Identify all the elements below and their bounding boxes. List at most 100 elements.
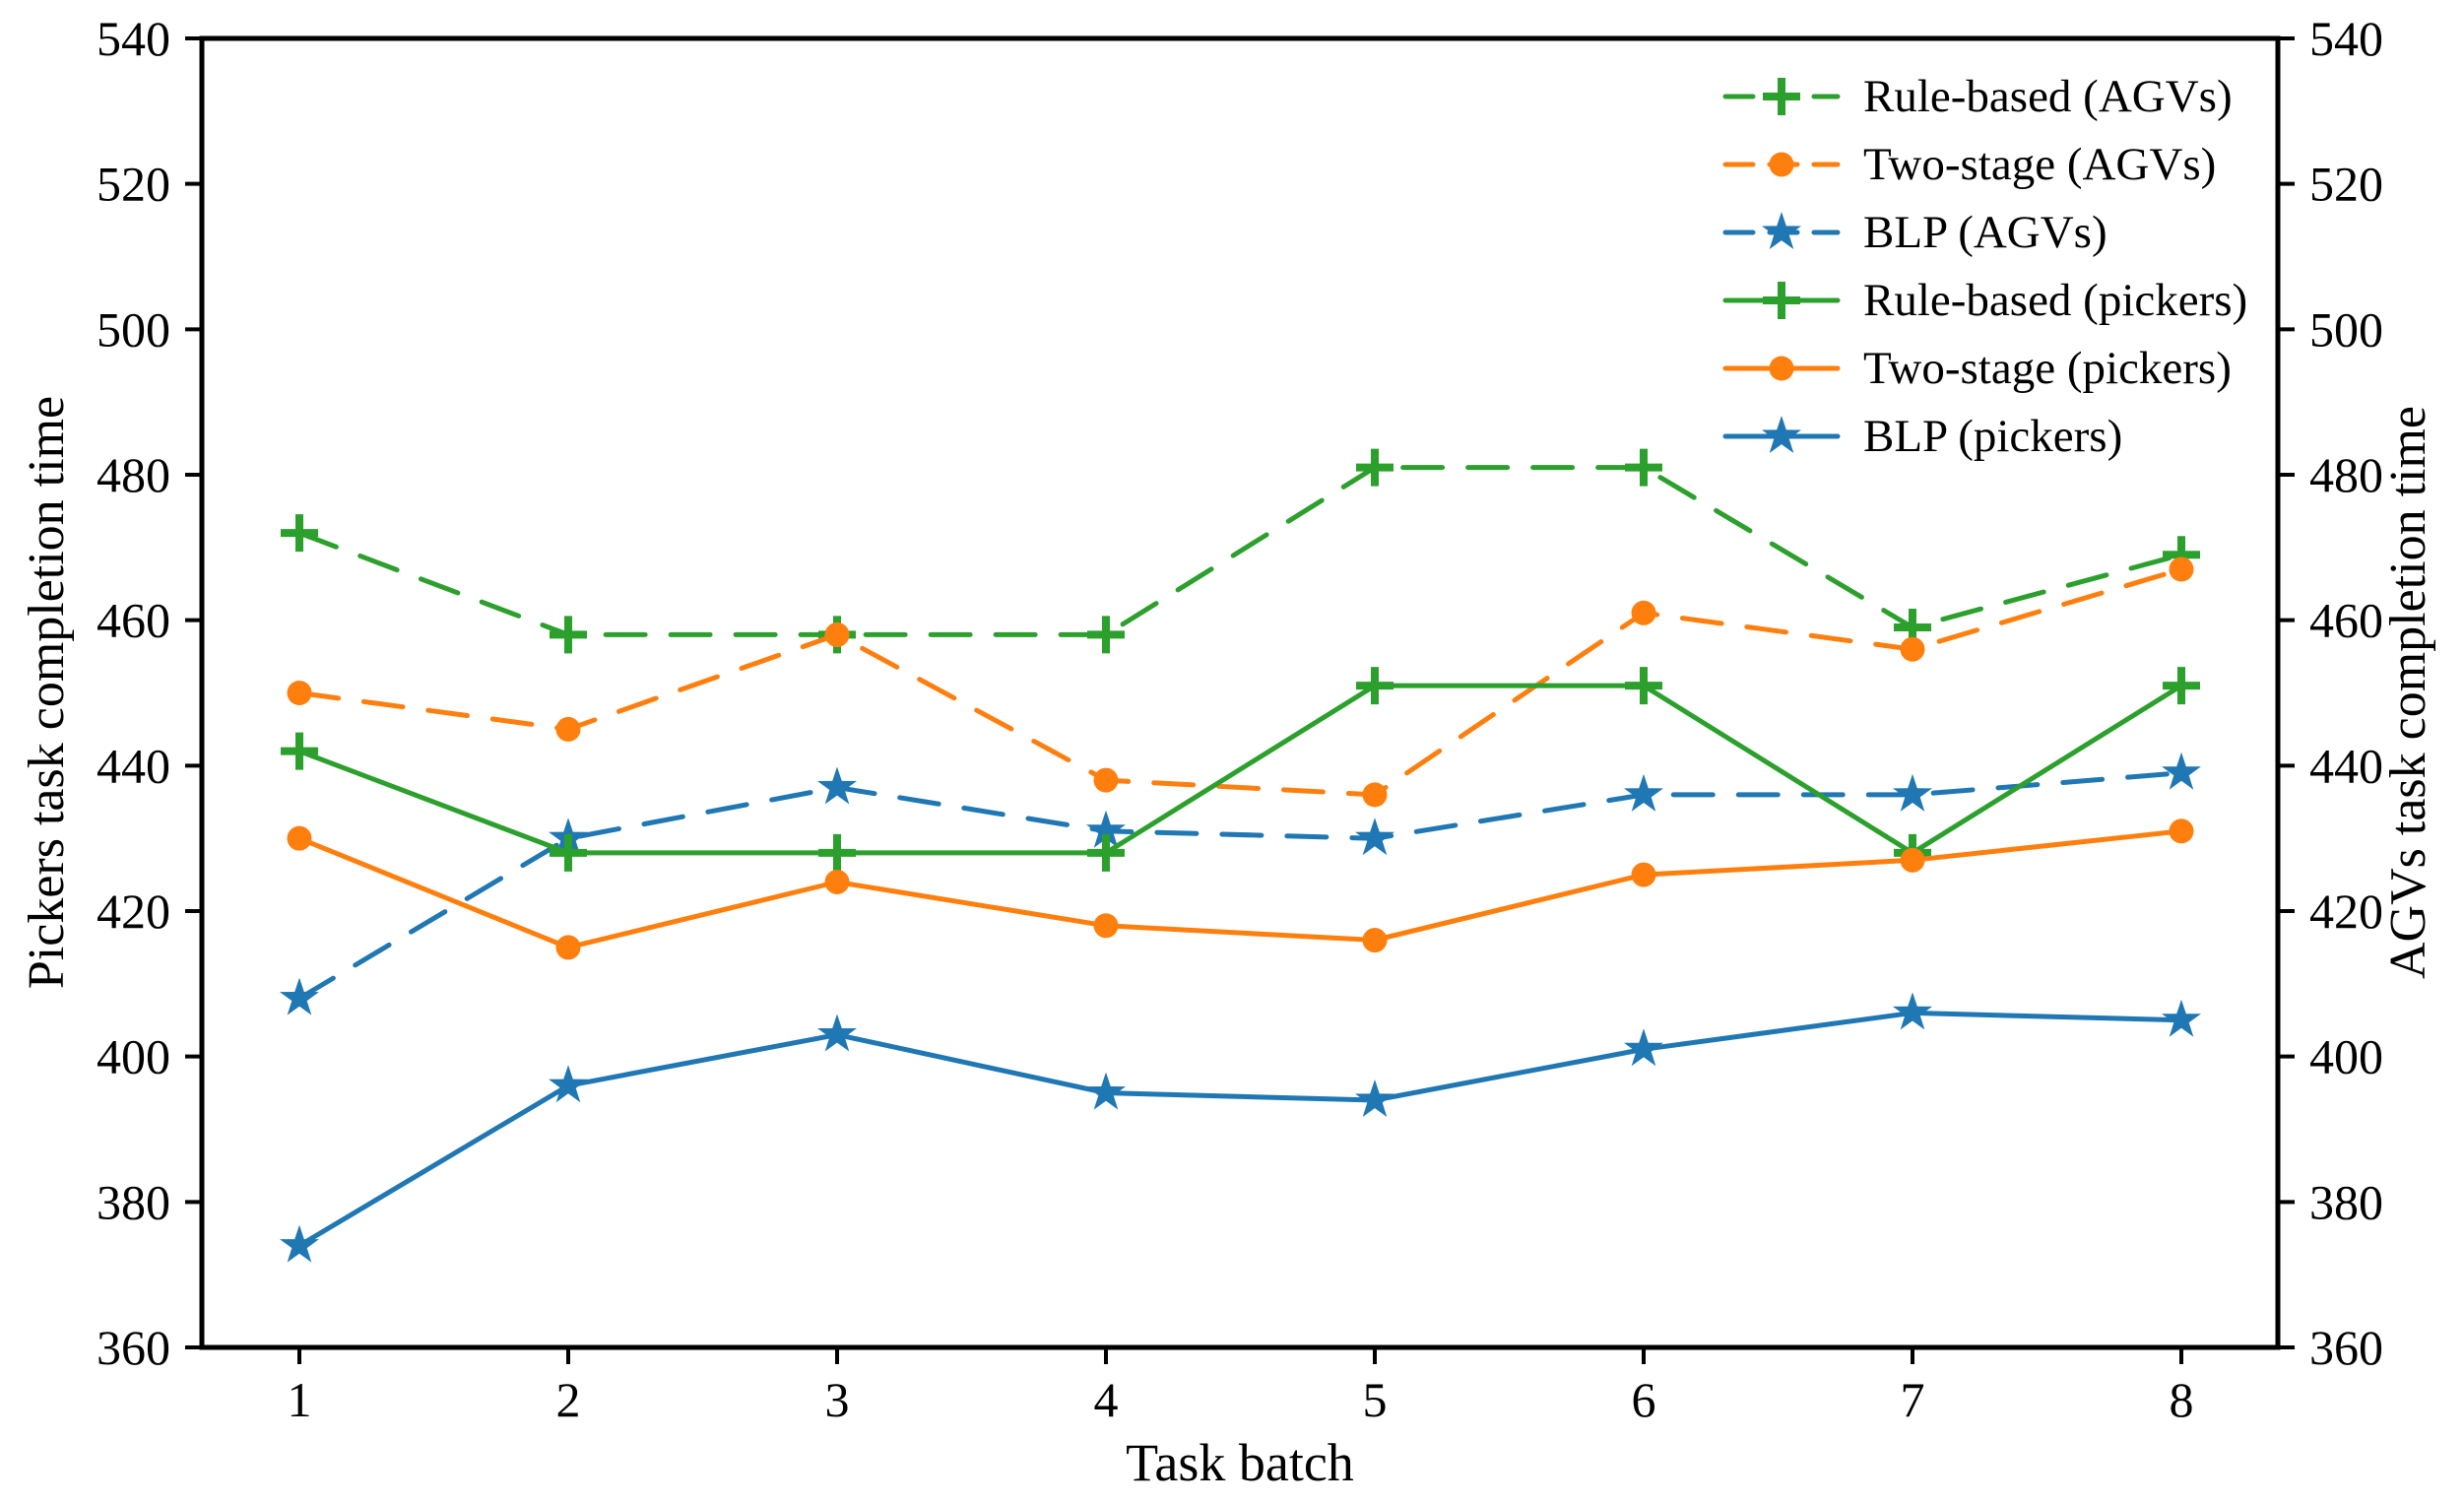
left-axis-title: Pickers task completion time [19, 396, 75, 989]
plot-area: 360 360 380 380 400 400 420 420 440 440 460 460 480 4… [97, 11, 2383, 1427]
circle-marker [1093, 913, 1119, 939]
x-tick-label: 6 [1632, 1372, 1656, 1427]
plus-marker [1763, 78, 1800, 115]
circle-marker [824, 869, 850, 894]
star-marker [817, 766, 857, 805]
circle-marker [1769, 152, 1794, 177]
right-y-tick-label: 480 [2309, 447, 2383, 502]
star-marker [549, 1065, 588, 1103]
right-y-tick-label: 540 [2309, 11, 2383, 66]
right-y-tick-label: 420 [2309, 883, 2383, 939]
series-rule-based-pickers- [281, 667, 2200, 872]
plus-marker [2163, 667, 2200, 705]
series-line [296, 828, 2184, 950]
plus-marker [281, 732, 318, 770]
legend-item: Rule-based (pickers) [1722, 275, 2247, 326]
series-line [296, 1010, 2184, 1249]
x-tick-label: 7 [1901, 1372, 1925, 1427]
circle-marker [824, 622, 850, 647]
circle-marker [2169, 818, 2194, 844]
series-line [296, 770, 2184, 1002]
circle-marker [1093, 767, 1119, 793]
legend-label: Rule-based (pickers) [1863, 275, 2247, 326]
star-marker [2162, 752, 2201, 790]
right-axis-title: AGVs task completion time [2380, 406, 2436, 979]
plus-marker [818, 833, 856, 872]
x-tick-label: 8 [2170, 1372, 2194, 1427]
series-blp-pickers- [280, 992, 2201, 1263]
star-marker [1086, 810, 1126, 848]
legend-item: BLP (AGVs) [1722, 207, 2107, 258]
right-y-tick-label: 380 [2309, 1174, 2383, 1229]
plus-marker [281, 514, 318, 553]
legend-item: Two-stage (pickers) [1722, 343, 2232, 394]
star-marker [1762, 416, 1801, 453]
plus-marker [1087, 833, 1125, 872]
circle-marker [555, 716, 581, 742]
circle-marker [1362, 928, 1388, 953]
plus-marker [1625, 448, 1662, 487]
star-marker [280, 1224, 319, 1263]
right-y-tick-label: 500 [2309, 301, 2383, 357]
right-y-tick-label: 440 [2309, 738, 2383, 793]
plus-marker [1356, 448, 1394, 487]
star-marker [1893, 773, 1932, 812]
circle-marker [1769, 356, 1794, 381]
x-tick-label: 2 [556, 1372, 581, 1427]
right-y-tick-label: 460 [2309, 593, 2383, 648]
x-tick-label: 3 [825, 1372, 850, 1427]
right-y-tick-label: 400 [2309, 1029, 2383, 1084]
left-y-tick-label: 380 [97, 1174, 170, 1229]
plus-marker [1763, 282, 1800, 319]
plus-marker [1356, 667, 1394, 705]
left-y-tick-label: 540 [97, 11, 170, 66]
legend-item: BLP (pickers) [1722, 411, 2122, 462]
left-y-tick-label: 400 [97, 1029, 170, 1084]
star-marker [1355, 818, 1394, 856]
legend-item: Two-stage (AGVs) [1722, 139, 2216, 190]
legend-label: BLP (AGVs) [1863, 207, 2107, 258]
legend-label: Two-stage (AGVs) [1863, 139, 2216, 190]
legend-item: Rule-based (AGVs) [1722, 71, 2233, 122]
left-y-tick-label: 480 [97, 447, 170, 502]
star-marker [1086, 1072, 1126, 1110]
circle-marker [1900, 636, 1925, 662]
series-line [296, 683, 2184, 856]
legend-label: BLP (pickers) [1863, 411, 2122, 462]
circle-marker [2169, 556, 2194, 582]
circle-marker [287, 825, 312, 851]
star-marker [1893, 992, 1932, 1030]
left-y-tick-label: 360 [97, 1320, 170, 1375]
circle-marker [555, 935, 581, 960]
star-marker [1762, 212, 1801, 249]
x-tick-label: 1 [288, 1372, 312, 1427]
left-y-tick-label: 460 [97, 593, 170, 648]
legend-label: Two-stage (pickers) [1863, 343, 2232, 394]
axes-frame [199, 35, 2281, 1350]
x-axis-title: Task batch [1126, 1433, 1354, 1492]
right-y-tick-label: 360 [2309, 1320, 2383, 1375]
x-tick-label: 5 [1363, 1372, 1388, 1427]
series-two-stage-agvs- [287, 556, 2194, 808]
star-marker [280, 977, 319, 1015]
star-marker [1624, 773, 1663, 812]
circle-marker [287, 681, 312, 705]
plus-marker [550, 833, 587, 872]
series-rule-based-agvs- [281, 448, 2200, 654]
series-line [296, 465, 2184, 637]
star-marker [2162, 999, 2201, 1037]
star-marker [1355, 1080, 1394, 1117]
legend: Rule-based (AGVs) Two-stage (AGVs) BLP (AG… [1722, 71, 2247, 462]
x-tick-label: 4 [1094, 1372, 1119, 1427]
plus-marker [550, 616, 587, 654]
series-line [296, 566, 2184, 798]
left-y-tick-label: 500 [97, 301, 170, 357]
circle-marker [1900, 847, 1925, 873]
right-y-tick-label: 520 [2309, 157, 2383, 212]
legend-label: Rule-based (AGVs) [1863, 71, 2233, 122]
left-y-tick-label: 520 [97, 157, 170, 212]
star-marker [817, 1014, 857, 1052]
